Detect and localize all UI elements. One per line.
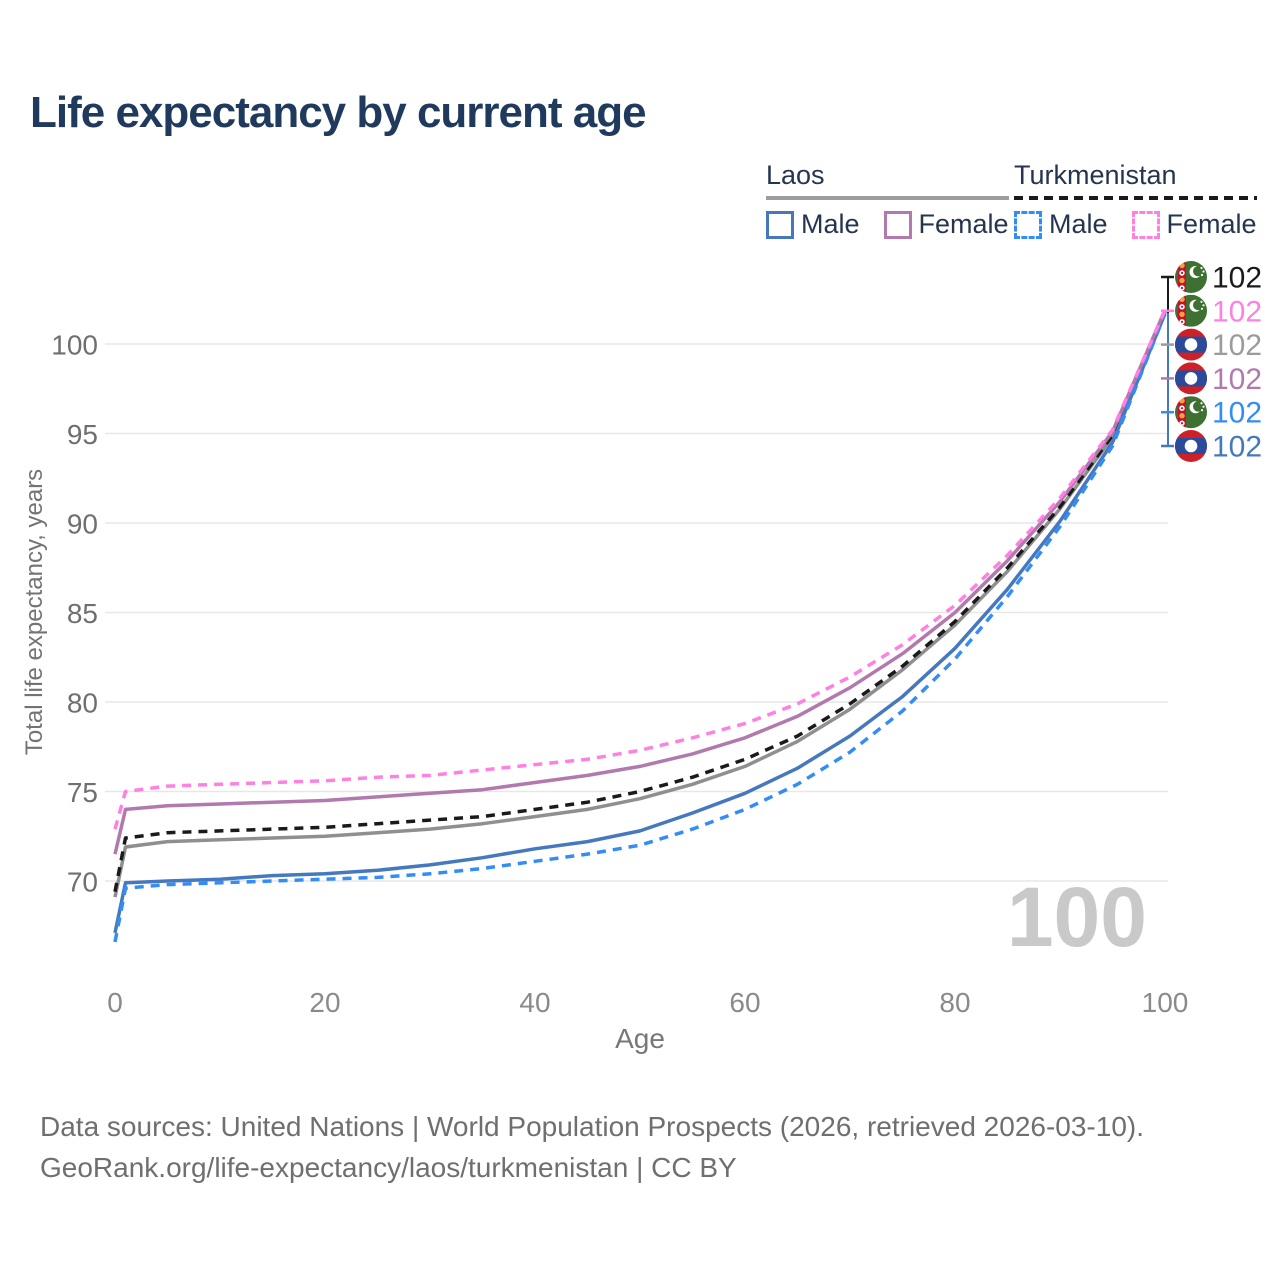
legend-group-turkmenistan: Turkmenistan Male Female (1014, 160, 1257, 240)
end-label-value-tkm-total: 102 (1212, 262, 1262, 295)
series-tkm-female[interactable] (113, 309, 1167, 830)
legend-swatch-turkmenistan-male[interactable] (1014, 210, 1042, 239)
laos-flag-icon (1175, 430, 1207, 462)
footer: Data sources: United Nations | World Pop… (40, 1106, 1144, 1188)
series-laos-male[interactable] (113, 312, 1167, 934)
legend-swatch-turkmenistan-female[interactable] (1131, 210, 1160, 239)
y-tick-label: 85 (67, 598, 98, 629)
x-tick-label: 100 (1142, 987, 1189, 1018)
x-tick-label: 20 (309, 987, 340, 1018)
end-label-value-laos-male: 102 (1212, 431, 1262, 464)
footer-data-sources: Data sources: United Nations | World Pop… (40, 1111, 1145, 1142)
series-laos-female[interactable] (113, 309, 1167, 855)
series-tkm-male[interactable] (113, 312, 1167, 943)
legend-swatch-laos-female[interactable] (883, 210, 912, 239)
y-tick-label: 80 (67, 688, 98, 719)
end-label-value-tkm-female: 102 (1212, 295, 1262, 328)
turkmenistan-flag-icon (1175, 295, 1207, 327)
y-axis-title: Total life expectancy, years (21, 469, 48, 755)
turkmenistan-flag-icon (1175, 261, 1207, 293)
turkmenistan-flag-icon (1175, 396, 1207, 428)
hover-age-watermark: 100 (1007, 870, 1147, 964)
legend-label-turkmenistan-male[interactable]: Male (1049, 209, 1108, 239)
legend-title-laos[interactable]: Laos (766, 160, 825, 190)
series-tkm-total[interactable] (113, 311, 1167, 893)
x-tick-label: 40 (519, 987, 550, 1018)
x-tick-label: 80 (939, 987, 970, 1018)
y-tick-label: 70 (67, 867, 98, 898)
y-tick-label: 90 (67, 509, 98, 540)
laos-flag-icon (1175, 329, 1207, 361)
legend-title-turkmenistan[interactable]: Turkmenistan (1014, 160, 1177, 190)
xtick-labels: 0 20 40 60 80 100 (107, 987, 1188, 1018)
end-label-value-tkm-male: 102 (1212, 397, 1262, 430)
x-tick-label: 60 (729, 987, 760, 1018)
legend-label-turkmenistan-female[interactable]: Female (1166, 209, 1257, 239)
x-axis-title: Age (615, 1023, 665, 1054)
y-tick-label: 95 (67, 419, 98, 450)
laos-line-style-sample (766, 196, 1009, 200)
turkmenistan-line-style-sample (1014, 196, 1257, 200)
end-label-value-laos-female: 102 (1212, 363, 1262, 396)
footer-attribution: GeoRank.org/life-expectancy/laos/turkmen… (40, 1152, 737, 1183)
legend-group-laos: Laos Male Female (766, 160, 1009, 240)
end-label-value-laos-total: 102 (1212, 329, 1262, 362)
legend-label-laos-male[interactable]: Male (801, 209, 860, 239)
y-tick-label: 100 (51, 330, 98, 361)
laos-flag-icon (1175, 362, 1207, 394)
page-title: Life expectancy by current age (30, 88, 647, 137)
series-laos-total[interactable] (113, 311, 1167, 898)
gridlines-and-yticks: 70 75 80 85 90 95 100 (51, 330, 1168, 898)
x-tick-label: 0 (107, 987, 123, 1018)
y-tick-label: 75 (67, 777, 98, 808)
legend-swatch-laos-male[interactable] (766, 210, 794, 239)
legend-label-laos-female[interactable]: Female (918, 209, 1009, 239)
